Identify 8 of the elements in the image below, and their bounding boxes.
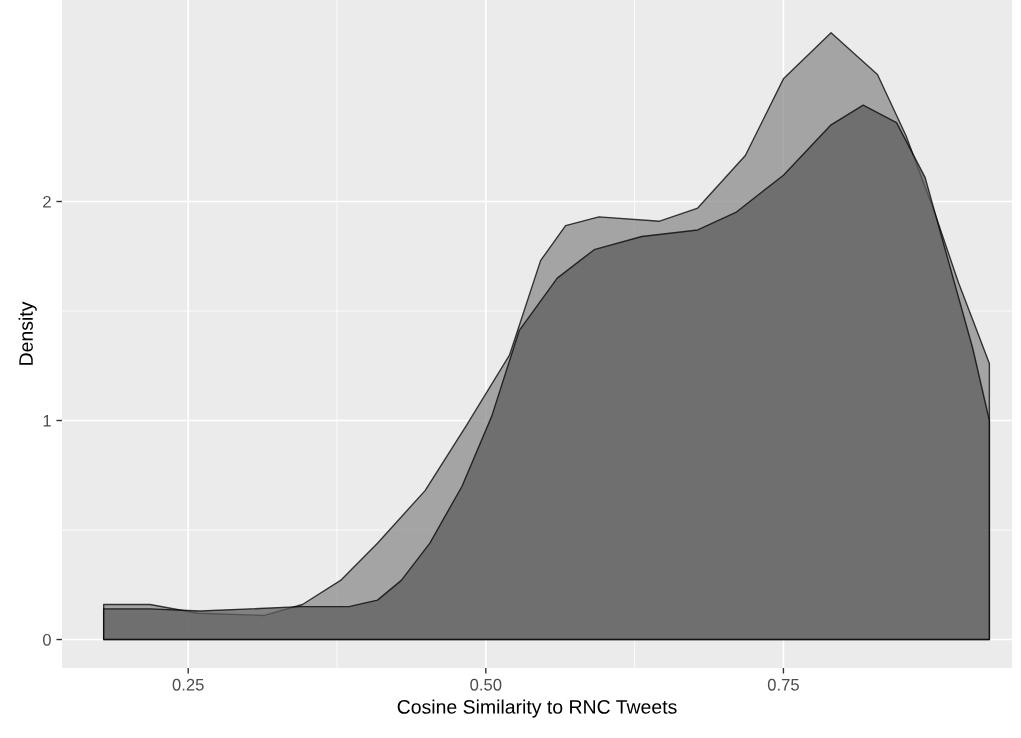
- x-tick-label: 0.25: [172, 678, 204, 691]
- y-tick-label: 1: [43, 415, 51, 427]
- x-tick-label: 0.50: [470, 678, 502, 691]
- y-tick-label: 0: [42, 633, 51, 646]
- x-axis-title: Cosine Similarity to RNC Tweets: [397, 699, 677, 718]
- x-tick-label: 0.75: [767, 678, 799, 691]
- y-axis-title: Density: [18, 301, 37, 365]
- y-tick-label: 2: [43, 195, 51, 208]
